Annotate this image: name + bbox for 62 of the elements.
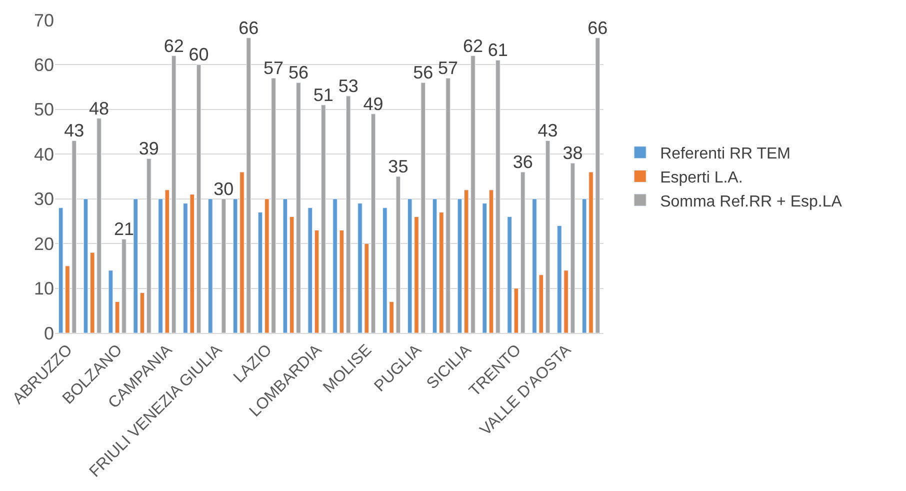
bar <box>545 140 550 333</box>
y-tick-label: 40 <box>34 144 54 164</box>
bar <box>520 172 526 333</box>
data-label: 38 <box>562 143 583 164</box>
bar <box>370 114 376 333</box>
y-tick-label: 50 <box>34 100 54 120</box>
data-label: 66 <box>238 18 259 38</box>
bar <box>208 198 213 333</box>
bar <box>258 212 263 333</box>
bar <box>346 96 351 333</box>
bar <box>140 292 145 333</box>
data-label: 43 <box>538 120 558 141</box>
data-label: 61 <box>488 40 508 60</box>
data-label: 53 <box>338 76 358 96</box>
bar <box>282 198 288 333</box>
data-label: 66 <box>588 18 608 38</box>
data-label: 57 <box>264 58 284 78</box>
bar <box>133 198 138 333</box>
data-label: 36 <box>512 152 533 172</box>
data-label: 21 <box>114 219 134 240</box>
bar <box>432 198 438 333</box>
data-label: 35 <box>388 156 408 176</box>
bar <box>321 104 326 333</box>
bar <box>482 203 487 333</box>
bar <box>488 190 494 333</box>
y-tick-label: 60 <box>34 55 54 76</box>
bar <box>507 216 512 333</box>
data-label: 39 <box>138 138 159 159</box>
legend-label: Referenti RR TEM <box>660 146 790 163</box>
data-label: 43 <box>64 120 84 141</box>
bar <box>332 198 338 333</box>
bar <box>514 288 519 333</box>
data-label: 62 <box>462 36 484 56</box>
bar <box>196 64 202 333</box>
bar <box>171 56 176 333</box>
bar <box>339 230 344 333</box>
data-label: 30 <box>214 178 234 199</box>
bar <box>396 176 401 333</box>
legend-label: Esperti L.A. <box>660 169 743 186</box>
y-tick-label: 10 <box>34 278 54 299</box>
data-label: 62 <box>164 36 184 56</box>
bar <box>146 158 152 333</box>
data-label: 56 <box>288 62 308 83</box>
data-label: 51 <box>313 84 334 105</box>
data-label: 56 <box>413 62 434 83</box>
bar <box>496 60 500 333</box>
bar <box>457 198 462 333</box>
y-tick-label: 20 <box>34 234 54 254</box>
bar <box>221 198 226 333</box>
data-label: 48 <box>89 98 110 118</box>
data-label: 60 <box>188 44 209 65</box>
legend-label: Somma Ref.RR + Esp.LA <box>660 193 842 210</box>
bar <box>570 162 576 333</box>
bar <box>108 270 114 333</box>
y-tick-label: 0 <box>44 323 54 344</box>
data-label: 57 <box>438 58 458 78</box>
y-tick-label: 70 <box>34 10 54 30</box>
bar <box>308 208 312 333</box>
bar <box>83 198 88 333</box>
data-label: 49 <box>363 94 384 114</box>
y-tick-label: 30 <box>34 189 54 210</box>
bar <box>314 230 320 333</box>
